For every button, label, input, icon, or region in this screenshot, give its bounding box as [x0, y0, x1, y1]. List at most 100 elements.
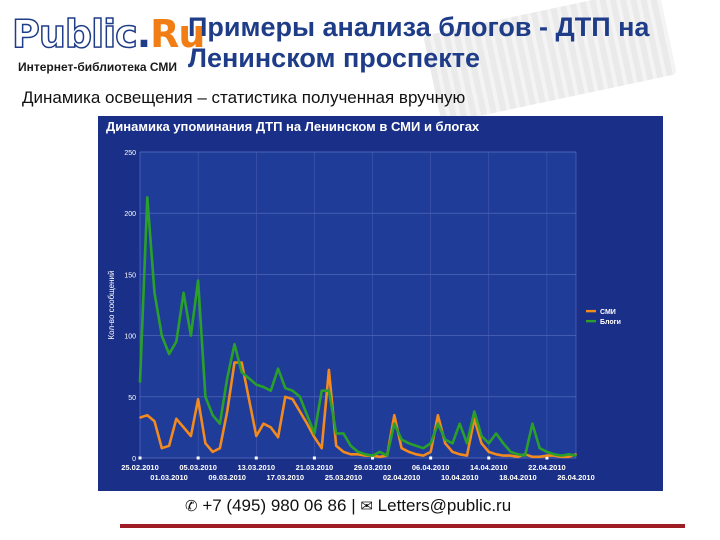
data-point [320, 447, 323, 450]
logo-public-text: Public [11, 12, 138, 56]
logo-ru-text: Ru [150, 12, 205, 56]
data-point [328, 389, 330, 392]
data-point [371, 454, 374, 457]
data-point [538, 447, 541, 450]
data-point [153, 291, 156, 294]
data-point [175, 340, 178, 343]
x-tick-marker [254, 456, 258, 460]
data-point [487, 450, 490, 453]
data-point [393, 414, 396, 417]
line-chart: Динамика упоминания ДТП на Ленинском в С… [106, 119, 621, 482]
data-point [429, 442, 432, 445]
data-point [400, 447, 403, 450]
footer-divider [120, 524, 685, 528]
data-point [160, 447, 163, 450]
data-point [444, 442, 447, 445]
data-point [160, 334, 163, 337]
data-point [262, 386, 265, 388]
data-point [393, 422, 396, 425]
chart-title: Динамика упоминания ДТП на Ленинском в С… [106, 119, 480, 134]
data-point [277, 367, 279, 370]
logo-tagline: Интернет-библиотека СМИ [18, 60, 178, 74]
legend-label: СМИ [600, 309, 616, 316]
data-point [524, 454, 527, 457]
contact-footer: ✆ +7 (495) 980 06 86 | ✉ Letters@public.… [185, 496, 511, 516]
data-point [306, 422, 309, 425]
data-point [407, 450, 410, 453]
data-point [255, 435, 258, 437]
data-point [451, 450, 454, 453]
data-point [400, 438, 403, 441]
data-point [349, 453, 352, 456]
x-tick-marker [371, 456, 375, 460]
data-point [182, 426, 185, 429]
x-tick-label: 09.03.2010 [208, 473, 246, 482]
data-point [233, 361, 236, 364]
x-tick-label: 06.04.2010 [412, 463, 450, 472]
x-tick-label: 13.03.2010 [237, 463, 275, 472]
data-point [502, 454, 505, 457]
x-tick-label: 05.03.2010 [179, 463, 217, 472]
data-point [335, 432, 338, 435]
data-point [531, 422, 534, 425]
data-point [204, 395, 207, 398]
data-point [502, 442, 505, 445]
data-point [168, 444, 170, 447]
footer-separator: | [351, 496, 356, 515]
x-tick-label: 01.03.2010 [150, 473, 188, 482]
phone-number[interactable]: +7 (495) 980 06 86 [202, 496, 347, 515]
data-point [298, 395, 301, 398]
legend-label: Блоги [600, 319, 621, 326]
data-point [139, 416, 141, 419]
data-point [175, 417, 178, 420]
data-point [495, 432, 497, 435]
chart-panel: Динамика упоминания ДТП на Ленинском в С… [98, 116, 663, 491]
y-tick-label: 0 [132, 456, 136, 463]
data-point [357, 453, 359, 456]
data-point [473, 410, 476, 413]
data-point [306, 414, 309, 417]
email-link[interactable]: Letters@public.ru [377, 496, 512, 515]
data-point [328, 368, 330, 371]
data-point [277, 436, 279, 439]
phone-icon: ✆ [185, 498, 198, 515]
x-tick-marker [312, 456, 316, 460]
y-tick-label: 250 [124, 150, 136, 157]
data-point [437, 422, 439, 425]
data-point [226, 377, 229, 380]
data-point [320, 389, 323, 392]
data-point [248, 377, 250, 380]
x-tick-label: 25.02.2010 [121, 463, 159, 472]
data-point [546, 454, 548, 457]
data-point [335, 444, 338, 447]
data-point [240, 371, 243, 374]
data-point [233, 343, 236, 346]
y-tick-label: 200 [124, 211, 136, 218]
logo[interactable]: Public.Ru [11, 12, 205, 56]
data-point [284, 395, 287, 398]
data-point [211, 414, 214, 417]
data-point [342, 432, 345, 435]
data-point [189, 334, 192, 337]
data-point [466, 442, 468, 445]
y-tick-label: 150 [124, 272, 136, 279]
data-point [378, 450, 381, 453]
x-tick-label: 22.04.2010 [528, 463, 566, 472]
data-point [386, 454, 388, 457]
x-tick-label: 26.04.2010 [557, 473, 595, 482]
x-tick-label: 21.03.2010 [296, 463, 334, 472]
x-tick-label: 14.04.2010 [470, 463, 508, 472]
data-point [182, 291, 185, 294]
data-point [458, 422, 461, 425]
data-point [291, 398, 294, 401]
x-tick-label: 25.03.2010 [325, 473, 363, 482]
data-point [204, 442, 207, 445]
data-point [313, 436, 316, 439]
data-point [364, 453, 367, 456]
data-point [349, 444, 352, 447]
envelope-icon: ✉ [360, 498, 373, 515]
data-point [516, 453, 519, 456]
data-point [146, 414, 149, 417]
logo-dot-text: . [136, 12, 151, 56]
data-point [495, 453, 497, 456]
